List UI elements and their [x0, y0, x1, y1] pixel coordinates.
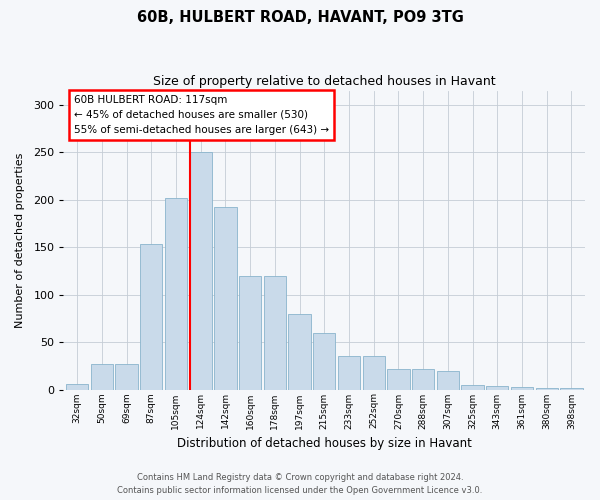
Bar [511, 386, 533, 390]
Bar [239, 276, 261, 390]
Bar [91, 364, 113, 390]
Bar [461, 385, 484, 390]
Bar [289, 314, 311, 390]
X-axis label: Distribution of detached houses by size in Havant: Distribution of detached houses by size … [177, 437, 472, 450]
Bar [115, 364, 137, 390]
Bar [214, 208, 236, 390]
Bar [486, 386, 508, 390]
Bar [66, 384, 88, 390]
Bar [437, 370, 459, 390]
Bar [263, 276, 286, 390]
Bar [313, 332, 335, 390]
Y-axis label: Number of detached properties: Number of detached properties [15, 152, 25, 328]
Bar [412, 368, 434, 390]
Text: 60B HULBERT ROAD: 117sqm
← 45% of detached houses are smaller (530)
55% of semi-: 60B HULBERT ROAD: 117sqm ← 45% of detach… [74, 95, 329, 134]
Bar [560, 388, 583, 390]
Text: 60B, HULBERT ROAD, HAVANT, PO9 3TG: 60B, HULBERT ROAD, HAVANT, PO9 3TG [137, 10, 463, 25]
Text: Contains HM Land Registry data © Crown copyright and database right 2024.
Contai: Contains HM Land Registry data © Crown c… [118, 474, 482, 495]
Bar [362, 356, 385, 390]
Bar [338, 356, 360, 390]
Bar [536, 388, 558, 390]
Bar [387, 368, 410, 390]
Bar [165, 198, 187, 390]
Bar [190, 152, 212, 390]
Title: Size of property relative to detached houses in Havant: Size of property relative to detached ho… [153, 75, 496, 88]
Bar [140, 244, 163, 390]
